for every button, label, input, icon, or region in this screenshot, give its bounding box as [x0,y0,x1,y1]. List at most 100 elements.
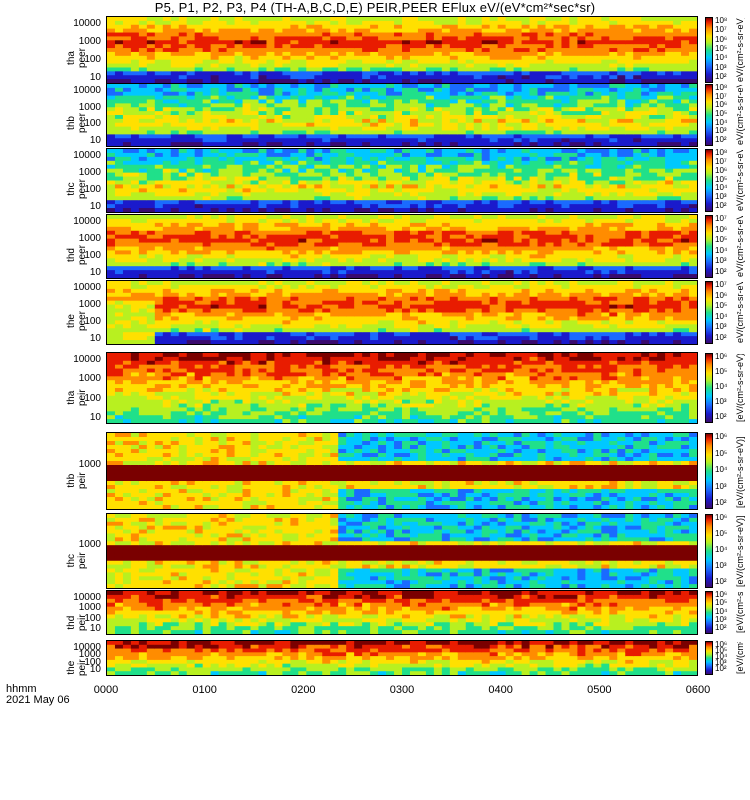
spectrogram-image [107,84,697,146]
colorbar-tick-label: 10⁶ [715,590,728,599]
colorbar-tick-label: 10⁵ [715,301,728,311]
y-tick-label: 1000 [78,602,101,614]
y-tick-label: 1000 [78,101,101,113]
colorbar-tick-label: 10⁶ [715,640,728,649]
x-tick-label: 0300 [389,684,415,696]
y-tick-label: 100 [84,316,101,327]
x-tick-label: 0600 [685,684,711,696]
colorbar-tick-label: 10² [715,664,727,673]
colorbar-tick-label: 10⁷ [715,91,727,101]
colorbar-tick-label: 10⁵ [715,367,728,376]
colorbar-tick-label: 10⁴ [715,606,728,616]
colorbar-tick-label: 10² [715,412,727,421]
colorbar-tick-label: 10⁶ [715,100,728,110]
y-tick-label: 10000 [73,354,101,365]
y-tick-label: 10 [89,135,101,146]
spectrogram-panel-thd-peir [106,590,698,635]
y-tick-label: 10 [89,72,101,83]
colorbar-label: [eV/(cm²-s-sr-eV)] [735,354,745,422]
colorbar-label: [eV/(cm²-s-sr-eV)] [735,642,745,674]
instrument-label: peir [77,552,88,569]
colorbar [705,215,713,278]
colorbar-tick-label: 10² [715,72,727,81]
colorbar-label: eV/(cm²-s-sr-eV) [735,282,745,343]
figure-title: P5, P1, P2, P3, P4 (TH-A,B,C,D,E) PEIR,P… [154,0,596,15]
colorbar-tick-label: 10³ [715,126,727,136]
colorbar-tick-label: 10³ [715,397,727,406]
colorbar-label: eV/(cm²-s-sr-eV) [735,18,745,82]
colorbar-tick-label: 10⁷ [715,280,727,289]
colorbar-tick-label: 10² [715,577,727,586]
y-tick-label: 1000 [78,36,101,47]
colorbar [705,281,713,344]
colorbar-label: eV/(cm²-s-sr-eV) [735,150,745,211]
colorbar [705,514,713,588]
x-tick-label: 0000 [93,684,119,696]
colorbar-tick-label: 10⁶ [715,165,728,175]
y-tick-label: 1000 [78,373,101,385]
colorbar-tick-label: 10⁵ [715,448,728,458]
y-tick-label: 10 [89,412,101,423]
spectrogram-image [107,641,697,675]
spectrogram-image [107,353,697,423]
colorbar-tick-label: 10⁴ [715,183,728,193]
colorbar-label: eV/(cm²-s-sr-eV) [735,85,745,145]
colorbar-tick-label: 10⁵ [715,646,728,655]
spectrogram-image [107,281,697,344]
y-tick-label: 100 [84,392,101,404]
y-tick-label: 1000 [78,299,101,310]
y-tick-label: 10 [89,333,101,344]
colorbar-tick-label: 10⁸ [715,16,728,25]
spectrogram-panel-the-peer [106,280,698,345]
y-tick-label: 10000 [73,642,101,653]
colorbar-label: eV/(cm²-s-sr-eV) [735,216,745,277]
colorbar-tick-label: 10⁴ [715,382,728,391]
y-tick-label: 10000 [73,216,101,227]
x-tick-label: 0100 [192,684,217,696]
spectrogram-image [107,149,697,212]
colorbar-tick-label: 10⁴ [715,545,728,554]
panel-y-label: thc peir [66,552,88,569]
y-tick-label: 10000 [73,150,101,161]
x-axis-label: hhmm [6,683,37,695]
spectrogram-image [107,514,697,588]
colorbar-tick-label: 10⁴ [715,117,728,127]
colorbar-tick-label: 10² [715,498,727,507]
colorbar-tick-label: 10⁴ [715,245,728,255]
spectrogram-image [107,591,697,634]
colorbar-tick-label: 10² [715,201,727,210]
x-axis-date: 2021 May 06 [6,694,70,706]
y-tick-label: 1000 [78,233,101,244]
y-tick-label: 10 [89,623,101,634]
colorbar [705,17,713,83]
colorbar-tick-label: 10³ [715,561,727,570]
colorbar-tick-label: 10⁴ [715,311,728,321]
spectrogram-panel-thc-peir [106,513,698,589]
spectrogram-panel-tha-peir [106,352,698,424]
colorbar [705,641,713,675]
y-tick-label: 100 [84,612,101,624]
y-tick-label: 10000 [73,18,101,29]
colorbar-tick-label: 10⁶ [715,224,728,234]
spectrogram-panel-thb-peer [106,83,698,147]
colorbar-tick-label: 10⁵ [715,174,728,184]
colorbar-tick-label: 10² [715,267,727,276]
colorbar-tick-label: 10⁵ [715,109,728,118]
y-tick-label: 1000 [78,649,101,661]
y-tick-label: 10000 [73,85,101,96]
y-tick-label: 100 [84,118,101,130]
colorbar-tick-label: 10³ [715,658,727,667]
colorbar-tick-label: 10⁵ [715,44,728,53]
colorbar-tick-label: 10³ [715,322,727,332]
instrument-label: peir [77,472,88,489]
colorbar-tick-label: 10⁴ [715,53,728,63]
spectrogram-image [107,433,697,509]
y-tick-label: 10 [89,267,101,278]
y-tick-label: 10 [89,201,101,212]
colorbar-tick-label: 10² [715,623,727,632]
colorbar-tick-label: 10⁶ [715,513,728,522]
colorbar-tick-label: 10³ [715,192,727,202]
colorbar-tick-label: 10³ [715,256,727,266]
colorbar-tick-label: 10⁵ [715,598,728,608]
